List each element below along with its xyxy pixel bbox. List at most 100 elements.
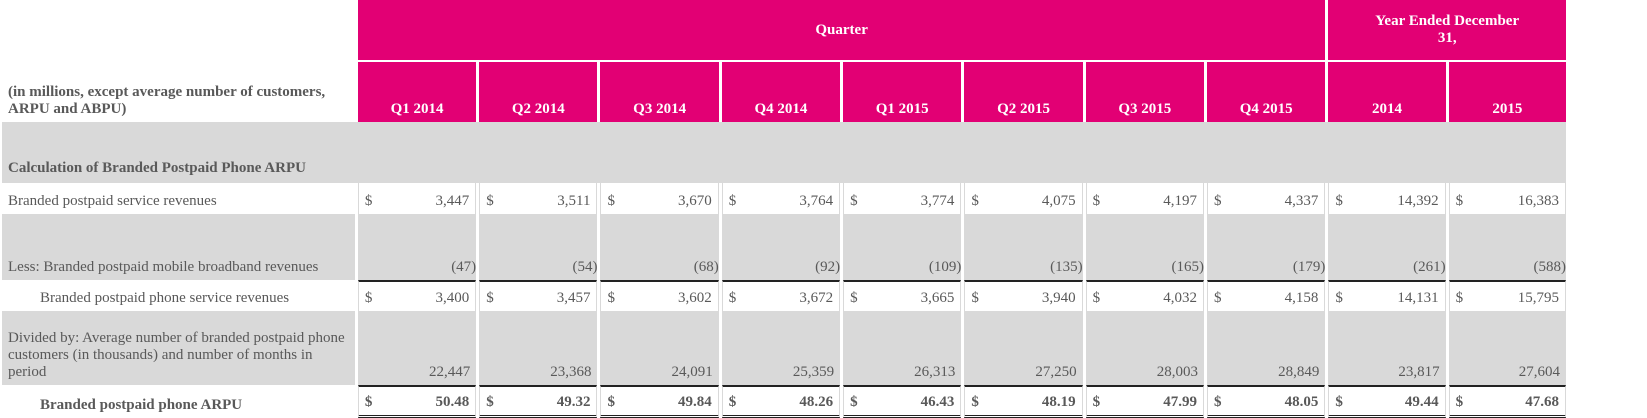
cell-value: 4,158: [1284, 290, 1319, 306]
value-cell: $4,337: [1206, 183, 1326, 214]
value-cell: (47): [357, 214, 477, 280]
value-cell: $48.05: [1206, 385, 1326, 418]
value-cell: $16,383: [1448, 183, 1566, 214]
currency-symbol: $: [1335, 290, 1343, 306]
currency-symbol: $: [607, 290, 615, 306]
cell-value: 48.05: [1284, 394, 1319, 410]
cell-value: 3,672: [799, 290, 834, 306]
cell-value: 4,337: [1284, 193, 1319, 209]
cell-value: 28,849: [1278, 364, 1320, 380]
cell-value: 27,250: [1035, 364, 1077, 380]
cell-value: 22,447: [428, 364, 471, 380]
value-cell: $48.26: [721, 385, 841, 418]
cell-value: (135): [1050, 259, 1083, 275]
cell-value: (68): [693, 259, 719, 275]
currency-symbol: $: [1455, 193, 1464, 209]
cell-value: 47.99: [1163, 394, 1197, 410]
value-cell: 26,313: [843, 311, 962, 385]
currency-symbol: $: [1092, 394, 1101, 410]
cell-value: 3,940: [1041, 290, 1076, 306]
currency-symbol: $: [1455, 394, 1464, 410]
table-row: Branded postpaid phone service revenues $…: [2, 280, 1566, 311]
currency-symbol: $: [728, 290, 737, 306]
value-cell: 27,604: [1448, 311, 1566, 385]
currency-symbol: $: [1092, 193, 1101, 209]
table-row: Less: Branded postpaid mobile broadband …: [2, 214, 1566, 280]
cell-value: 23,817: [1398, 364, 1440, 380]
value-cell: $15,795: [1448, 280, 1566, 311]
row-label: Divided by: Average number of branded po…: [2, 311, 355, 385]
value-cell: 23,817: [1328, 311, 1446, 385]
column-header: Q3 2015: [1085, 62, 1204, 122]
value-cell: 23,368: [479, 311, 598, 385]
value-cell: $3,602: [600, 280, 719, 311]
value-cell: $4,158: [1206, 280, 1326, 311]
value-cell: $4,032: [1085, 280, 1204, 311]
column-header: Q1 2015: [843, 62, 962, 122]
cell-value: 4,075: [1041, 193, 1076, 209]
value-cell: (588): [1448, 214, 1566, 280]
table-row: Branded postpaid service revenues $3,447 $…: [2, 183, 1566, 214]
value-cell: (261): [1328, 214, 1446, 280]
cell-value: 3,447: [435, 193, 470, 209]
cell-value: 4,197: [1163, 193, 1197, 209]
value-cell: $48.19: [964, 385, 1083, 418]
currency-symbol: $: [850, 193, 858, 209]
cell-value: 48.26: [799, 394, 834, 410]
cell-value: 50.48: [435, 394, 470, 410]
currency-symbol: $: [1455, 290, 1464, 306]
row-label: Less: Branded postpaid mobile broadband …: [2, 214, 355, 280]
value-cell: (92): [721, 214, 841, 280]
value-cell: (54): [479, 214, 598, 280]
cell-value: 49.44: [1404, 394, 1439, 410]
value-cell: (135): [964, 214, 1083, 280]
currency-symbol: $: [486, 394, 494, 410]
currency-symbol: $: [1335, 193, 1343, 209]
row-label: Branded postpaid service revenues: [2, 183, 355, 214]
column-header: Q1 2014: [357, 62, 477, 122]
column-header: 2015: [1448, 62, 1566, 122]
value-cell: $3,940: [964, 280, 1083, 311]
value-cell: 27,250: [964, 311, 1083, 385]
value-cell: $3,764: [721, 183, 841, 214]
value-cell: $3,447: [357, 183, 477, 214]
cell-value: 26,313: [914, 364, 956, 380]
cell-value: (54): [572, 259, 598, 275]
cell-value: (261): [1413, 259, 1446, 275]
value-cell: $3,670: [600, 183, 719, 214]
value-cell: 22,447: [357, 311, 477, 385]
currency-symbol: $: [1335, 394, 1343, 410]
cell-value: 4,032: [1163, 290, 1197, 306]
value-cell: (165): [1085, 214, 1204, 280]
arpu-table: Quarter Year Ended December 31, (in mill…: [2, 0, 1566, 418]
value-cell: $3,665: [843, 280, 962, 311]
cell-value: (47): [451, 259, 477, 275]
currency-symbol: $: [1092, 290, 1101, 306]
currency-symbol: $: [486, 290, 494, 306]
table-row: Divided by: Average number of branded po…: [2, 311, 1566, 385]
cell-value: 49.84: [678, 394, 712, 410]
currency-symbol: $: [971, 290, 979, 306]
column-header: Q2 2014: [479, 62, 598, 122]
cell-value: (179): [1292, 259, 1326, 275]
value-cell: $4,197: [1085, 183, 1204, 214]
value-cell: $3,774: [843, 183, 962, 214]
table-row: Branded postpaid phone ARPU $50.48 $49.32 $…: [2, 385, 1566, 418]
value-cell: $14,131: [1328, 280, 1446, 311]
currency-symbol: $: [971, 394, 979, 410]
cell-value: 27,604: [1518, 364, 1560, 380]
currency-symbol: $: [728, 193, 737, 209]
cell-value: 23,368: [550, 364, 592, 380]
cell-value: 16,383: [1517, 193, 1559, 209]
value-cell: 25,359: [721, 311, 841, 385]
currency-symbol: $: [607, 394, 615, 410]
currency-symbol: $: [486, 193, 494, 209]
currency-symbol: $: [364, 394, 373, 410]
currency-symbol: $: [728, 394, 737, 410]
header-blank: [2, 0, 355, 62]
value-cell: $47.68: [1448, 385, 1566, 418]
value-cell: $3,511: [479, 183, 598, 214]
column-header: Q2 2015: [964, 62, 1083, 122]
value-cell: $49.44: [1328, 385, 1446, 418]
header-quarter: Quarter: [357, 0, 1326, 62]
